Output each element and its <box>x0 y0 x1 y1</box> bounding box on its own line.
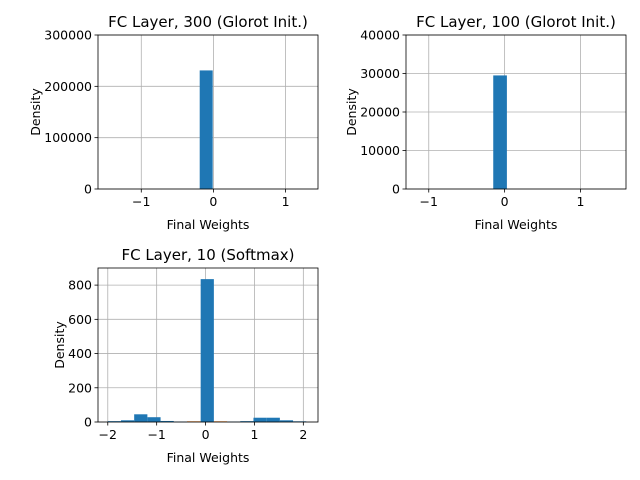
x-tick-label: 2 <box>299 427 307 442</box>
histogram-bar <box>253 417 267 422</box>
x-tick-label: 1 <box>250 427 258 442</box>
y-tick-label: 10000 <box>360 143 400 158</box>
x-tick-label: −1 <box>132 194 150 209</box>
x-tick-label: −2 <box>99 427 117 442</box>
y-tick-label: 0 <box>84 182 92 197</box>
x-tick-label: 1 <box>577 194 585 209</box>
y-tick-label: 300000 <box>44 28 92 43</box>
x-tick-label: 0 <box>209 194 217 209</box>
y-tick-label: 20000 <box>360 105 400 120</box>
chart-title: FC Layer, 100 (Glorot Init.) <box>416 13 616 31</box>
histogram-bar <box>199 70 213 189</box>
y-tick-label: 100000 <box>44 130 92 145</box>
axes-frame <box>97 267 319 423</box>
y-axis-label: Density <box>52 321 67 369</box>
y-tick-label: 200000 <box>44 79 92 94</box>
y-axis-label: Density <box>28 88 43 136</box>
histogram-bar <box>107 421 121 422</box>
subplot-3: −2 −1 0 1 2 0 200 400 600 800 FC Layer, 10 (Softma… <box>52 246 319 465</box>
histogram-bar <box>200 279 214 422</box>
y-tick-label: 200 <box>68 380 92 395</box>
histogram-bar <box>147 417 161 422</box>
x-tick-label: 0 <box>501 194 509 209</box>
y-tick-label: 800 <box>68 278 92 293</box>
x-axis-label: Final Weights <box>167 450 250 465</box>
y-tick-label: 30000 <box>360 66 400 81</box>
y-tick-label: 40000 <box>360 28 400 43</box>
y-tick-label: 600 <box>68 312 92 327</box>
x-tick-label: 1 <box>282 194 290 209</box>
chart-title: FC Layer, 300 (Glorot Init.) <box>108 13 308 31</box>
y-tick-label: 0 <box>84 415 92 430</box>
histogram-bar <box>160 420 174 422</box>
axes-frame <box>97 34 319 190</box>
histogram-bar <box>134 414 148 422</box>
x-axis-label: Final Weights <box>475 217 558 232</box>
subplot-2: −1 0 1 0 10000 20000 30000 40000 FC Layer, 100 (… <box>344 13 627 232</box>
chart-title: FC Layer, 10 (Softmax) <box>121 246 294 264</box>
x-axis-label: Final Weights <box>167 217 250 232</box>
histogram-bar <box>240 421 254 422</box>
histogram-bar <box>120 420 135 422</box>
y-tick-label: 400 <box>68 346 92 361</box>
x-tick-label: −1 <box>420 194 438 209</box>
histogram-bar <box>279 420 294 422</box>
histogram-bar <box>266 417 280 422</box>
x-tick-label: −1 <box>147 427 165 442</box>
y-axis-label: Density <box>344 88 359 136</box>
histogram-bar <box>493 75 507 189</box>
subplot-1: −1 0 1 0 100000 200000 300000 FC Layer, 300 (Gl… <box>28 13 319 232</box>
x-tick-label: 0 <box>202 427 210 442</box>
y-tick-label: 0 <box>392 182 400 197</box>
